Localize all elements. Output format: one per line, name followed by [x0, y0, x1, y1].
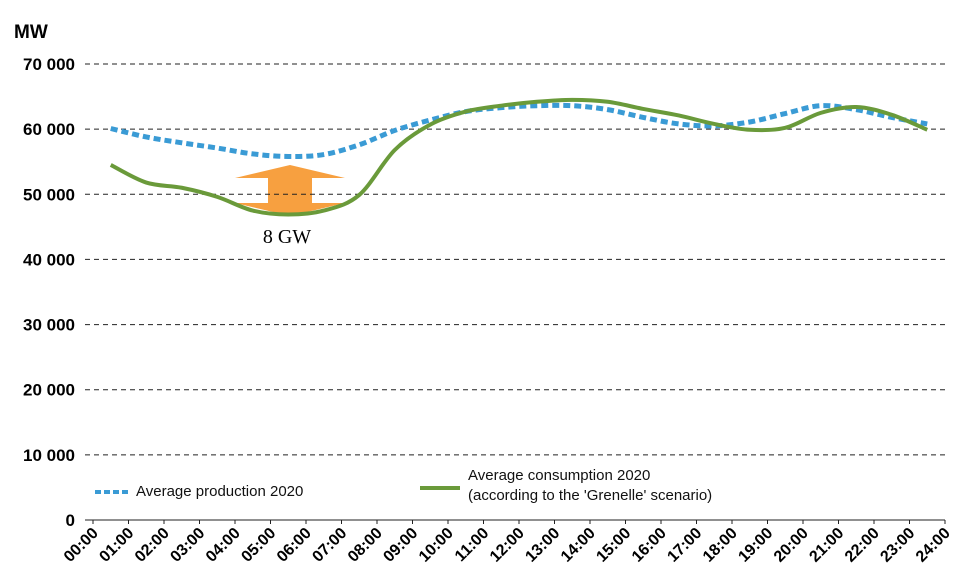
x-tick-label: 01:00: [96, 525, 137, 566]
arrow: [235, 165, 345, 216]
x-tick-label: 20:00: [771, 525, 812, 566]
x-tick-label: 02:00: [132, 525, 173, 566]
x-tick-label: 24:00: [913, 525, 954, 566]
x-tick-label: 12:00: [487, 525, 528, 566]
x-tick-label: 08:00: [345, 525, 386, 566]
x-tick-label: 14:00: [558, 525, 599, 566]
legend-label: Average consumption 2020 (according to t…: [468, 467, 713, 504]
data-line: [109, 97, 929, 217]
x-tick-label: 03:00: [167, 525, 208, 566]
x-tick-label: 17:00: [664, 525, 705, 566]
x-tick-label: 09:00: [380, 525, 421, 566]
annotation: 8 GW: [263, 226, 311, 248]
y-axis-label: MW: [14, 22, 48, 43]
double-arrow: [235, 165, 345, 216]
data-line: [110, 102, 928, 160]
x-tick-label: 05:00: [238, 525, 279, 566]
y-tick-label: 60 000: [23, 120, 75, 139]
y-tick-label: 20 000: [23, 381, 75, 400]
y-tick-label: 50 000: [23, 185, 75, 204]
y-tick-label: 30 000: [23, 316, 75, 335]
x-tick-label: 22:00: [842, 525, 883, 566]
x-tick-label: 21:00: [806, 525, 847, 566]
x-tick-label: 16:00: [629, 525, 670, 566]
x-tick-label: 11:00: [452, 525, 492, 565]
x-tick-label: 23:00: [877, 525, 918, 566]
x-tick-label: 04:00: [203, 525, 244, 566]
x-tick-label: 15:00: [593, 525, 634, 566]
y-tick-label: 70 000: [23, 55, 75, 74]
legend-label: Average production 2020: [136, 483, 304, 500]
y-tick-label: 10 000: [23, 446, 75, 465]
y-tick-label: 40 000: [23, 250, 75, 269]
y-tick-label: 0: [66, 511, 75, 530]
x-tick-label: 19:00: [735, 525, 776, 566]
x-tick-label: 18:00: [700, 525, 741, 566]
x-tick-label: 10:00: [416, 525, 457, 566]
x-tick-label: 00:00: [61, 525, 102, 566]
x-tick-label: 06:00: [274, 525, 315, 566]
x-tick-label: 13:00: [522, 525, 563, 566]
x-tick-label: 07:00: [309, 525, 350, 566]
